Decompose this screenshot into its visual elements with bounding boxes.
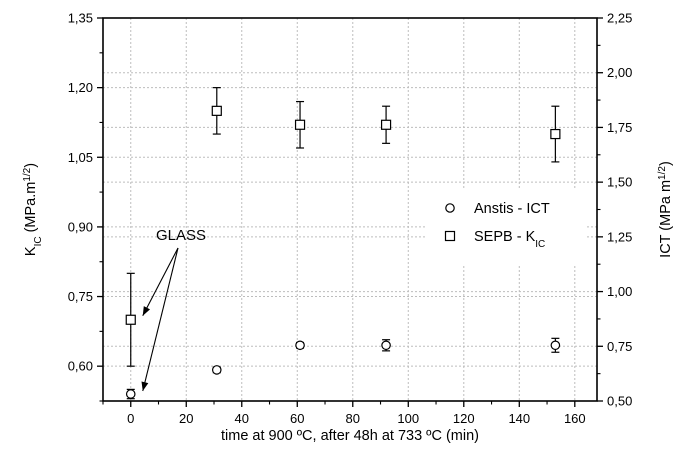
x-tick-label: 0 xyxy=(127,411,134,426)
glass-arrow xyxy=(142,247,179,317)
sepb-point xyxy=(550,128,561,140)
x-tick-label: 140 xyxy=(508,411,530,426)
glass-annotation: GLASS xyxy=(156,227,206,244)
data-series xyxy=(125,87,561,400)
anstis-point xyxy=(550,340,561,351)
anstis-point xyxy=(381,340,391,351)
anstis-point xyxy=(211,365,222,375)
legend-box xyxy=(425,190,585,265)
x-tick-label: 160 xyxy=(564,411,586,426)
legend-label: Anstis - ICT xyxy=(474,201,550,217)
x-tick-label: 100 xyxy=(397,411,419,426)
x-tick-label: 60 xyxy=(290,411,304,426)
sepb-point xyxy=(125,314,136,325)
x-tick-label: 20 xyxy=(179,411,193,426)
y-right-tick-label: 1,00 xyxy=(607,284,632,299)
y-left-axis-title: KIC (MPa.m1/2) xyxy=(22,163,44,256)
y-right-tick-label: 0,75 xyxy=(607,339,632,354)
glass-arrow-head xyxy=(142,306,151,316)
y-left-tick-label: 1,05 xyxy=(68,150,93,165)
y-right-tick-label: 1,75 xyxy=(607,120,632,135)
y-left-tick-label: 0,90 xyxy=(68,219,93,234)
y-left-tick-label: 1,20 xyxy=(68,80,93,95)
annotations: GLASS xyxy=(141,227,206,392)
y-right-tick-label: 1,50 xyxy=(607,175,632,190)
anstis-point xyxy=(295,340,305,351)
y-right-tick-label: 2,25 xyxy=(607,11,632,26)
x-tick-label: 40 xyxy=(235,411,249,426)
glass-arrow-head xyxy=(141,381,149,392)
y-right-tick-label: 0,50 xyxy=(607,394,632,409)
x-tick-label: 80 xyxy=(346,411,360,426)
glass-arrow xyxy=(142,247,179,392)
axes: 0 20 40 60 80 100 120 140 160 0,60 0,75 0,90 1,05 1,2… xyxy=(22,11,675,445)
sepb-point xyxy=(294,119,306,130)
legend-label: SEPB - KIC xyxy=(474,229,545,250)
y-right-axis-title: ICT (MPa m1/2) xyxy=(657,161,675,258)
legend-square-marker xyxy=(444,230,456,242)
y-right-tick-label: 2,00 xyxy=(607,65,632,80)
y-left-tick-label: 0,60 xyxy=(68,359,93,374)
sepb-point xyxy=(211,105,222,116)
y-left-tick-label: 0,75 xyxy=(68,289,93,304)
y-left-tick-label: 1,35 xyxy=(68,11,93,26)
anstis-point xyxy=(125,389,136,399)
sepb-point xyxy=(380,119,392,130)
x-axis-title: time at 900 ºC, after 48h at 733 ºC (min… xyxy=(221,428,479,444)
legend-circle-marker xyxy=(445,203,455,213)
legend: Anstis - ICT SEPB - KIC xyxy=(425,190,585,265)
y-right-tick-label: 1,25 xyxy=(607,229,632,244)
x-tick-label: 120 xyxy=(453,411,475,426)
